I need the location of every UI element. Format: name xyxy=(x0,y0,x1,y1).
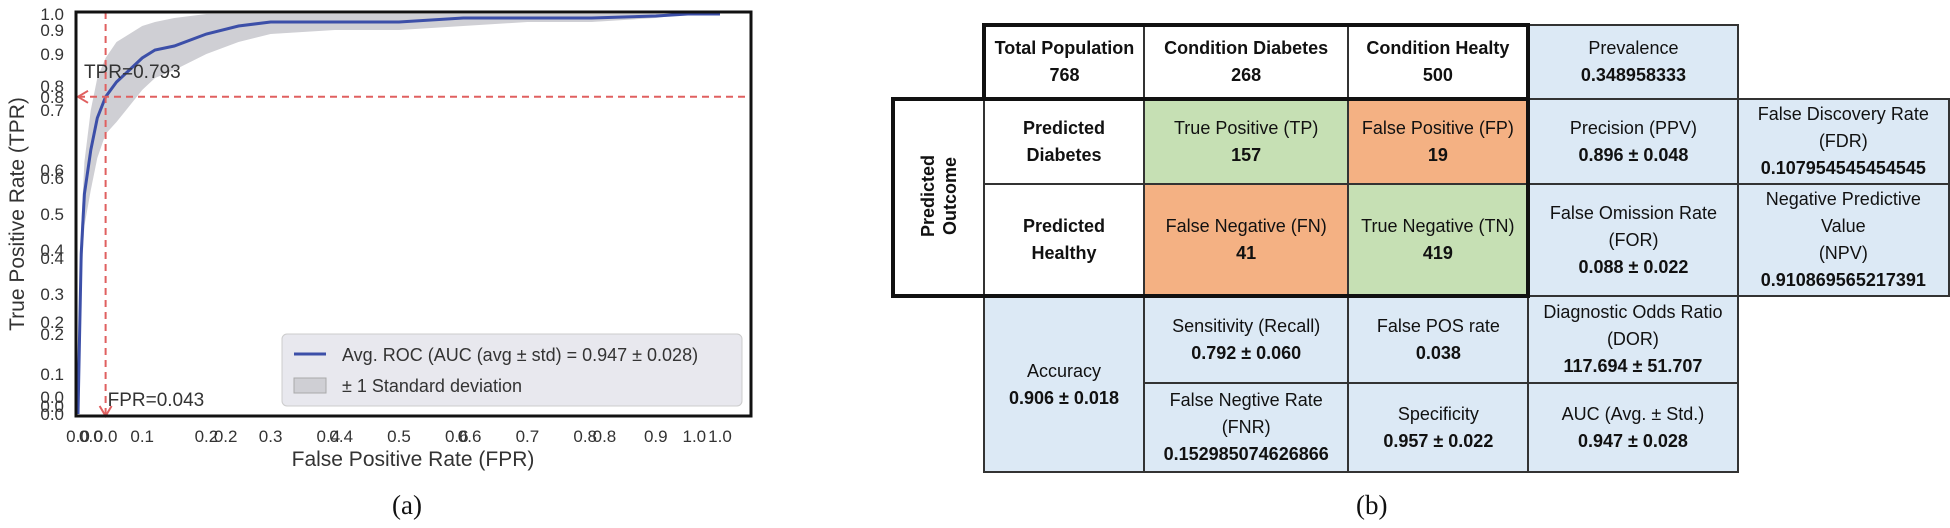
x-tick-label: 0.0 xyxy=(94,427,118,446)
total-population-cell: Total Population 768 xyxy=(982,23,1145,100)
std-deviation-band xyxy=(78,14,720,414)
fdr-cell: False Discovery Rate (FDR) 0.107954545454… xyxy=(1736,98,1950,185)
y-tick-label: 0.6 xyxy=(40,161,64,180)
tpr-annotation: TPR=0.793 xyxy=(84,62,181,83)
y-axis-label: True Positive Rate (TPR) xyxy=(6,97,29,331)
prevalence-cell: Prevalence 0.348958333 xyxy=(1527,24,1739,100)
y-tick-label: 0.3 xyxy=(40,285,64,304)
tpr-arrow-icon xyxy=(76,89,89,104)
y-tick-label: 0.0 xyxy=(40,388,64,407)
legend: Avg. ROC (AUC (avg ± std) = 0.947 ± 0.02… xyxy=(281,333,743,407)
predicted-diabetes-cell: Predicted Diabetes xyxy=(983,97,1145,185)
false-pos-rate-cell: False POS rate 0.038 xyxy=(1347,295,1530,384)
y-tick-label: 0.5 xyxy=(40,205,64,224)
legend-roc-label: Avg. ROC (AUC (avg ± std) = 0.947 ± 0.02… xyxy=(342,345,698,365)
y-tick-label: 0.2 xyxy=(40,325,64,344)
avg-roc-line xyxy=(76,12,720,415)
false-negative-cell: False Negative (FN) 41 xyxy=(1142,183,1350,298)
fnr-cell: False Negtive Rate (FNR) 0.152985074626866 xyxy=(1142,382,1350,473)
false-positive-cell: False Positive (FP) 19 xyxy=(1347,97,1531,185)
true-negative-cell: True Negative (TN) 419 xyxy=(1347,183,1531,298)
x-tick-label: 0.7 xyxy=(516,427,540,446)
x-tick-label: 0.8 xyxy=(593,427,617,446)
x-tick-labels: 0.00.00.0 0.1 0.20.2 0.3 0.40.4 0.5 0.60.6 0.7 0… xyxy=(66,427,732,446)
false-omission-rate-cell: False Omission Rate (FOR) 0.088 ± 0.022 xyxy=(1527,183,1739,297)
x-tick-label: 0.4 xyxy=(329,427,353,446)
x-tick-label: 0.1 xyxy=(130,427,154,446)
condition-healthy-cell: Condition Healty 500 xyxy=(1347,23,1531,100)
x-tick-label: 0.0 xyxy=(66,427,90,446)
x-tick-label: 0.6 xyxy=(458,427,482,446)
x-axis-label: False Positive Rate (FPR) xyxy=(292,448,535,471)
x-tick-label: 0.2 xyxy=(195,427,219,446)
y-tick-label: 0.6 xyxy=(40,169,64,188)
sensitivity-cell: Sensitivity (Recall) 0.792 ± 0.060 xyxy=(1142,295,1350,384)
plot-frame xyxy=(74,10,753,418)
caption-a: (a) xyxy=(392,490,422,520)
x-tick-label: 0.8 xyxy=(573,427,597,446)
x-tick-label: 0.2 xyxy=(214,427,238,446)
x-tick-label: 0.3 xyxy=(259,427,283,446)
y-tick-label: 0.8 xyxy=(40,77,64,96)
y-tick-labels: 1.00.90.90.80.80.70.60.60.50.40.40.30.20… xyxy=(40,5,64,424)
x-tick-label: 0.6 xyxy=(445,427,469,446)
x-tick-label: 0.0 xyxy=(79,427,103,446)
y-tick-label: 0.4 xyxy=(40,249,64,268)
predicted-healthy-cell: Predicted Healthy xyxy=(983,183,1145,298)
y-tick-label: 0.1 xyxy=(40,365,64,384)
true-positive-cell: True Positive (TP) 157 xyxy=(1142,97,1350,185)
y-tick-label: 0.0 xyxy=(40,397,64,416)
x-tick-label: 0.9 xyxy=(644,427,668,446)
auc-cell: AUC (Avg. ± Std.) 0.947 ± 0.028 xyxy=(1527,382,1739,473)
y-tick-label: 0.7 xyxy=(40,101,64,120)
confusion-matrix-table: Total Population 768 Condition Diabetes 26… xyxy=(890,23,1950,473)
accuracy-cell: Accuracy 0.906 ± 0.018 xyxy=(983,295,1145,473)
y-tick-label: 0.9 xyxy=(40,45,64,64)
fpr-annotation: FPR=0.043 xyxy=(108,390,205,411)
predicted-outcome-cell: Predicted Outcome xyxy=(890,97,986,298)
x-tick-label: 1.0 xyxy=(682,427,706,446)
legend-std-swatch xyxy=(293,377,327,394)
y-tick-label: 0.0 xyxy=(40,405,64,424)
caption-b: (b) xyxy=(1356,490,1388,520)
y-tick-label: 0.9 xyxy=(40,21,64,40)
specificity-cell: Specificity 0.957 ± 0.022 xyxy=(1347,382,1530,473)
x-tick-label: 0.4 xyxy=(317,427,341,446)
x-tick-label: 1.0 xyxy=(708,427,732,446)
legend-box xyxy=(281,333,743,407)
x-tick-label: 0.5 xyxy=(387,427,411,446)
dor-cell: Diagnostic Odds Ratio (DOR) 117.694 ± 51.7… xyxy=(1527,295,1739,384)
roc-chart: 0.00.00.0 0.1 0.20.2 0.3 0.40.4 0.5 0.60.6 0.7 0… xyxy=(6,5,753,471)
y-tick-label: 0.4 xyxy=(40,241,64,260)
npv-cell: Negative Predictive Value (NPV) 0.91086956… xyxy=(1736,183,1950,297)
y-tick-label: 1.0 xyxy=(40,5,64,24)
y-tick-label: 0.8 xyxy=(40,88,64,107)
y-tick-label: 0.2 xyxy=(40,313,64,332)
precision-cell: Precision (PPV) 0.896 ± 0.048 xyxy=(1527,98,1739,185)
condition-diabetes-cell: Condition Diabetes 268 xyxy=(1142,23,1350,100)
legend-std-label: ± 1 Standard deviation xyxy=(342,376,522,396)
